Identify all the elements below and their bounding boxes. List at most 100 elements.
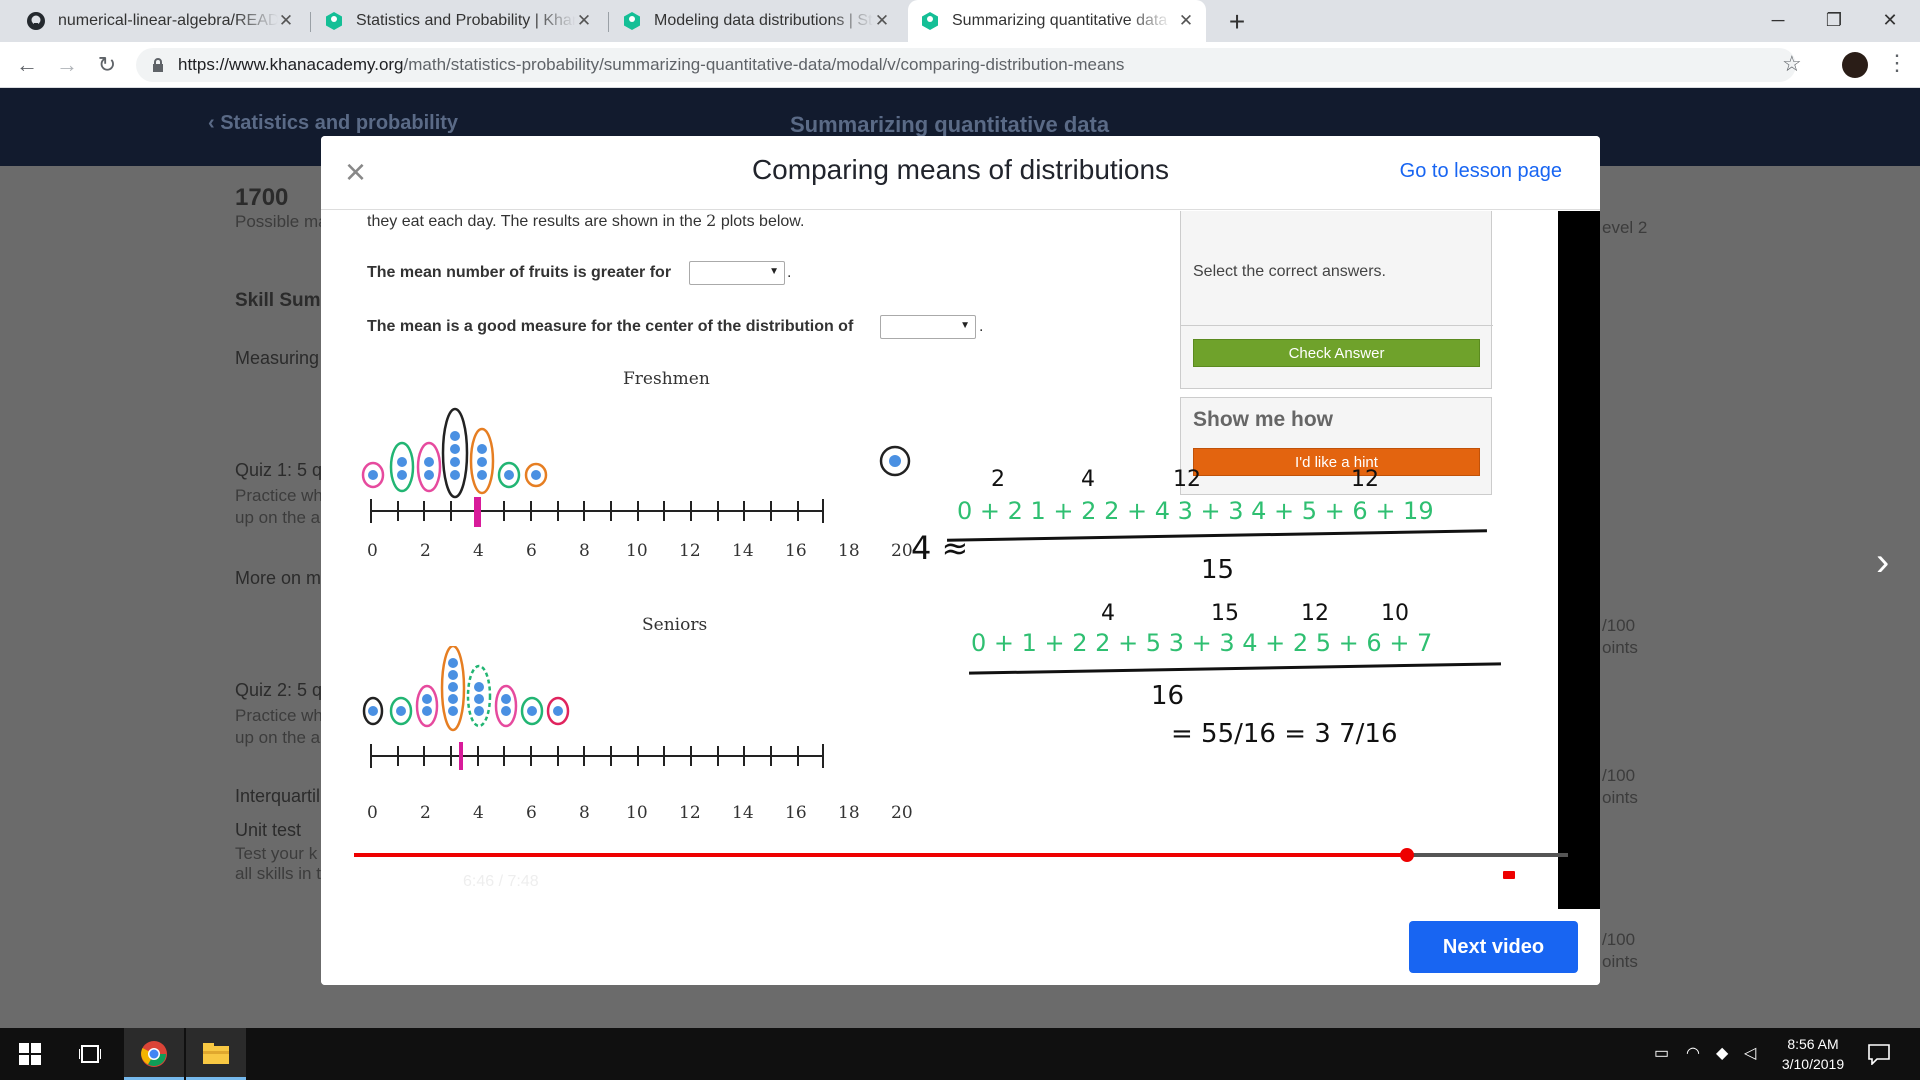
volume-icon[interactable] — [411, 873, 433, 893]
annotation-number: 12 — [1301, 601, 1329, 626]
tab-label: Modeling data distributions | Stat — [654, 12, 874, 29]
outlier-dot — [879, 445, 911, 477]
tab-summarizing-quantitative-data[interactable]: Summarizing quantitative data | S ✕ — [908, 0, 1206, 42]
minimize-button[interactable]: ─ — [1771, 10, 1785, 30]
answer-panel: Select the correct answers. Check Answer — [1180, 211, 1493, 389]
tab-close-icon[interactable]: ✕ — [576, 11, 592, 30]
close-icon[interactable]: × — [345, 151, 367, 192]
settings-gear-icon[interactable] — [1489, 871, 1515, 893]
more-on-item[interactable]: More on m — [235, 568, 322, 588]
fraction-bar — [947, 529, 1487, 542]
fullscreen-icon[interactable] — [1533, 873, 1553, 893]
modal-title: Comparing means of distributions — [751, 154, 1170, 185]
windows-start-icon[interactable] — [0, 1028, 60, 1080]
tick-label: 0 — [367, 803, 378, 823]
close-window-button[interactable]: ✕ — [1882, 10, 1898, 30]
tab-close-icon[interactable]: ✕ — [874, 11, 890, 30]
video-player[interactable]: they eat each day. The results are shown… — [321, 211, 1600, 909]
tick-label: 18 — [838, 803, 860, 823]
new-tab-button[interactable]: + — [1228, 6, 1246, 37]
maximize-button[interactable]: ❐ — [1825, 10, 1843, 30]
hint-button[interactable]: I'd like a hint — [1193, 448, 1480, 476]
wifi-icon[interactable]: ◠ — [1686, 1045, 1700, 1062]
notifications-icon[interactable] — [1868, 1043, 1890, 1065]
tab-close-icon[interactable]: ✕ — [278, 11, 294, 30]
tab-modeling-data[interactable]: Modeling data distributions | Stat ✕ — [610, 0, 902, 42]
captions-icon[interactable]: CC — [1443, 873, 1467, 891]
dropdown-1[interactable]: ▼ — [689, 261, 785, 285]
freshmen-denominator: 15 — [1201, 555, 1235, 585]
chevron-right-icon[interactable]: › — [1876, 540, 1890, 584]
taskbar: ▭ ◠ ◆ ◁ 8:56 AM 3/10/2019 — [0, 1028, 1920, 1080]
handwritten-work: 4 ≈ 0 + 2 1 + 2 2 + 4 3 + 3 4 + 5 + 6 + … — [911, 451, 1531, 851]
modal-footer: Next video — [321, 909, 1600, 985]
task-view-icon[interactable] — [60, 1028, 120, 1080]
lock-icon — [153, 58, 163, 72]
seniors-numerator: 0 + 1 + 2 2 + 5 3 + 3 4 + 2 5 + 6 + 7 — [971, 629, 1433, 657]
tab-statistics-probability[interactable]: Statistics and Probability | Khan A ✕ — [312, 0, 604, 42]
check-answer-button[interactable]: Check Answer — [1193, 339, 1480, 367]
annotation-number: 4 — [1101, 601, 1115, 626]
level-label: evel 2 — [1602, 218, 1648, 237]
speaker-icon[interactable]: ◁ — [1744, 1045, 1757, 1062]
progress-bar[interactable] — [354, 848, 1568, 862]
reload-icon[interactable]: ↻ — [97, 52, 117, 77]
quiz1-title[interactable]: Quiz 1: 5 q — [235, 460, 323, 480]
freshmen-mean: 4 ≈ — [911, 529, 969, 567]
back-arrow-icon[interactable]: ← — [16, 52, 38, 77]
tick-label: 0 — [367, 541, 378, 561]
fraction-bar — [969, 662, 1501, 675]
tick-label: 6 — [526, 803, 537, 823]
tab-label: numerical-linear-algebra/READM — [58, 12, 278, 29]
tick-label: 10 — [626, 541, 648, 561]
unit-test-sub: all skills in t — [235, 864, 321, 883]
tab-close-icon[interactable]: ✕ — [1178, 11, 1194, 30]
quiz2-title[interactable]: Quiz 2: 5 q — [235, 680, 323, 700]
avatar[interactable] — [1842, 52, 1868, 78]
video-modal: × Comparing means of distributions Go to… — [321, 136, 1600, 985]
dropdown-2[interactable]: ▼ — [880, 315, 976, 339]
file-explorer-icon[interactable] — [186, 1028, 246, 1080]
measuring-item[interactable]: Measuring — [235, 348, 320, 368]
tick-label: 14 — [732, 803, 754, 823]
clock-date: 3/10/2019 — [1781, 1056, 1845, 1072]
modal-header: × Comparing means of distributions Go to… — [321, 136, 1600, 210]
bookmark-star-icon[interactable]: ☆ — [1782, 51, 1802, 76]
next-video-button[interactable]: Next video — [1409, 921, 1578, 973]
interquartile-item[interactable]: Interquartil — [235, 786, 321, 806]
breadcrumb[interactable]: ‹ Statistics and probability — [208, 112, 458, 135]
tick-label: 14 — [732, 541, 754, 561]
chrome-icon[interactable] — [124, 1028, 184, 1080]
freshmen-plot-title: Freshmen — [623, 369, 710, 389]
browser-toolbar: ← → ↻ https://www.khanacademy.org/math/s… — [0, 42, 1920, 88]
divider — [1181, 325, 1493, 326]
period: . — [979, 318, 984, 335]
taskbar-clock[interactable]: 8:56 AM 3/10/2019 — [1768, 1034, 1858, 1074]
forward-arrow-icon[interactable]: → — [56, 52, 78, 77]
unit-test-title[interactable]: Unit test — [235, 820, 302, 840]
annotation-number: 10 — [1381, 601, 1409, 626]
defender-shield-icon[interactable]: ◆ — [1716, 1045, 1729, 1062]
tick-label: 8 — [579, 541, 590, 561]
unit-test-sub: Test your k — [235, 844, 318, 863]
breadcrumb-label: Statistics and probability — [220, 112, 459, 134]
tick-label: 6 — [526, 541, 537, 561]
points-right: oints — [1602, 638, 1638, 657]
address-bar[interactable]: https://www.khanacademy.org/math/statist… — [136, 48, 1802, 82]
tab-github[interactable]: numerical-linear-algebra/READM ✕ — [14, 0, 306, 42]
quiz1-sub: up on the a — [235, 508, 321, 527]
points-right: /100 — [1602, 930, 1636, 949]
seniors-denominator: 16 — [1151, 681, 1185, 711]
points-value: 1700 — [235, 184, 289, 211]
annotation-number: 2 — [991, 467, 1005, 492]
battery-icon[interactable]: ▭ — [1654, 1045, 1670, 1062]
exercise-intro: they eat each day. The results are shown… — [367, 211, 805, 230]
progress-knob[interactable] — [1399, 848, 1414, 862]
khan-academy-icon — [922, 12, 938, 30]
annotation-number: 12 — [1173, 467, 1201, 492]
url-path: /math/statistics-probability/summarizing… — [403, 55, 1125, 74]
go-to-lesson-link[interactable]: Go to lesson page — [1399, 160, 1562, 182]
play-icon[interactable] — [365, 873, 383, 893]
question-1: The mean number of fruits is greater for — [367, 264, 672, 281]
menu-kebab-icon[interactable]: ⋮ — [1886, 50, 1908, 75]
